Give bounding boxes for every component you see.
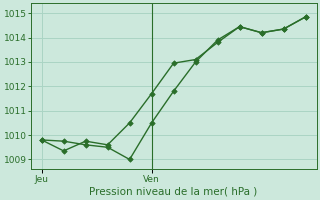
X-axis label: Pression niveau de la mer( hPa ): Pression niveau de la mer( hPa ) [90,187,258,197]
